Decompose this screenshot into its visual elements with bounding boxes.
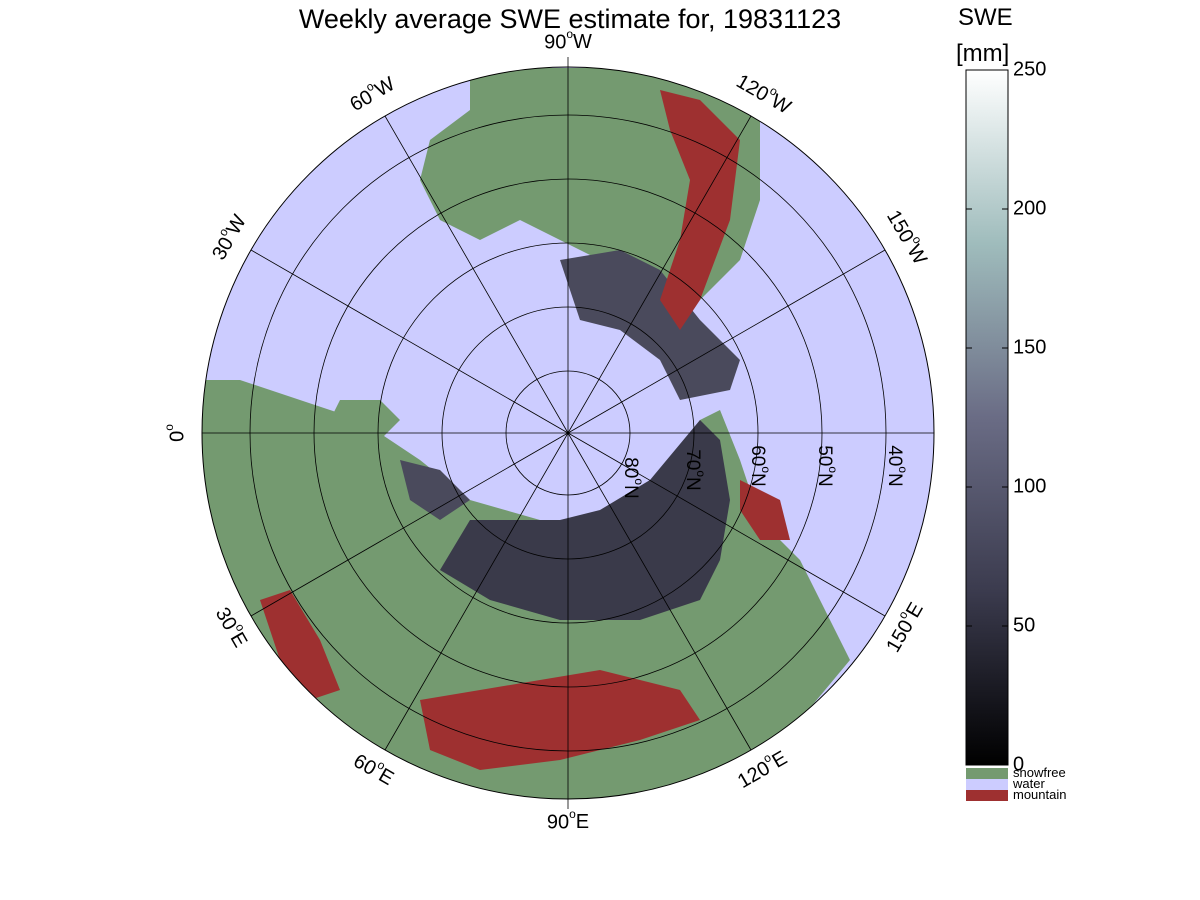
latitude-label: 80oN [620,457,646,499]
legend-label: snowfree [1013,765,1066,780]
latitude-labels: 80oN 70oN 60oN 50oN 40oN [620,445,910,499]
colorbar-ticks: 0 50 100 150 200 250 [966,58,1046,775]
longitude-label: 90oE [547,807,589,833]
colorbar-unit: [mm] [956,40,1010,67]
longitude-label: 30oW [205,209,252,264]
snow-cover-scandinavia [400,460,470,520]
latitude-label: 70oN [682,449,708,491]
colorbar-gradient [965,69,1009,766]
legend-swatch [966,779,1008,790]
longitude-label: 0o [162,424,188,442]
mountain-asia [420,670,700,770]
colorbar-tick-label: 100 [1013,475,1046,497]
polar-map: 90oW120oW150oW180oW150oE120oE90oE60oE30o… [162,27,950,833]
mountain-siberia [740,480,790,540]
map-title: Weekly average SWE estimate for, 1983112… [298,4,842,34]
snowfree-land-greenland [330,400,400,440]
snow-cover-north-america [560,250,740,400]
colorbar-title: SWE [958,4,1013,31]
legend-label: water [1012,776,1045,791]
meridians [202,57,934,809]
longitude-label: 60oW [344,70,399,117]
legend-swatch [966,768,1008,779]
latitude-label: 50oN [814,445,840,487]
legend-label: mountain [1013,787,1066,802]
latitude-label: 60oN [747,445,773,487]
legend-swatch [966,790,1008,801]
mountain-rockies [660,90,740,330]
longitude-label: 180oW [948,404,950,463]
colorbar-tick-label: 200 [1013,197,1046,219]
colorbar-tick-label: 250 [1013,58,1046,80]
latitude-label: 40oN [884,445,910,487]
snow-cover-asia [440,420,730,620]
colorbar-tick-label: 0 [1013,753,1024,775]
longitude-label: 90oW [544,27,592,53]
mountain-europe [260,590,340,700]
colorbar-tick-label: 150 [1013,336,1046,358]
colorbar-tick-label: 50 [1013,614,1035,636]
